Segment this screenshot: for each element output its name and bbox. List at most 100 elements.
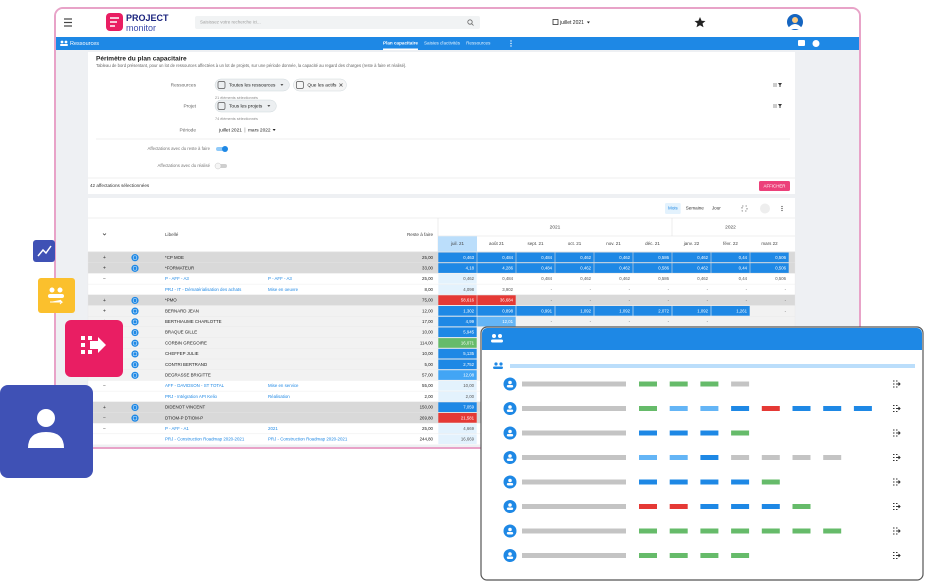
month-value: 1,092 [619, 308, 630, 313]
overlay-cell [761, 479, 780, 485]
month-value: - [668, 287, 670, 292]
dropdown-caret[interactable] [280, 84, 284, 86]
overlay-row-icon[interactable] [893, 552, 901, 559]
table-action[interactable] [781, 207, 783, 210]
month-cell [594, 263, 633, 273]
row-label: CONTRI BERTRAND [165, 362, 207, 367]
month-cell [438, 306, 477, 316]
overlay-row-icon[interactable] [893, 380, 901, 388]
row-toggle[interactable]: − [103, 426, 106, 432]
row-avatar [131, 414, 139, 422]
overlay-row-icon[interactable] [893, 429, 901, 437]
overlay-cell [792, 406, 811, 411]
dropdown-caret[interactable] [272, 129, 276, 131]
period-start[interactable]: juillet 2021 [218, 127, 242, 133]
table-action[interactable] [781, 209, 783, 212]
filter-icon[interactable] [778, 83, 782, 87]
nav-tab[interactable]: Saisies d'activités [424, 41, 461, 46]
toggle-label: Affectations avec du reste à faire [148, 146, 211, 151]
row-label[interactable]: AFF - DAVIDSON - ST TOTAL [165, 383, 225, 388]
overlay-row-icon[interactable] [893, 503, 901, 510]
month-value: - [551, 298, 553, 303]
month-cell [477, 316, 516, 327]
table-action[interactable] [760, 203, 770, 214]
month-value: 0,462 [580, 255, 591, 260]
overlay-avatar-body [506, 458, 514, 461]
fullscreen-icon[interactable] [741, 205, 748, 212]
row-label[interactable]: PRJ - Construction Roadmap 2020-2021 [165, 437, 245, 442]
period-selector[interactable]: juillet 2021 [559, 20, 584, 26]
overlay-row-icon[interactable] [893, 405, 901, 412]
dropdown-caret[interactable] [267, 105, 271, 107]
sort-icon[interactable] [773, 83, 777, 87]
nav-bar [56, 37, 859, 50]
dropdown-caret[interactable] [586, 21, 590, 24]
nav-tab[interactable]: Plan capacitaire [383, 41, 418, 46]
nav-tab[interactable]: Ressources [466, 41, 491, 46]
row-toggle[interactable]: − [103, 276, 106, 282]
month-cell [438, 434, 477, 445]
sort-icon[interactable] [773, 104, 777, 108]
view-label[interactable]: Mois [668, 206, 678, 211]
view-button[interactable] [665, 203, 681, 214]
month-cell [438, 370, 477, 380]
row-toggle[interactable]: + [103, 255, 106, 261]
toggle-knob[interactable] [222, 146, 228, 152]
row-label[interactable]: PRJ - IT - Dématérialisation des achats [165, 287, 242, 292]
row-avatar [131, 361, 139, 369]
row-label[interactable]: P - AFF - A1 [165, 426, 189, 431]
calendar-icon[interactable] [552, 19, 559, 25]
table-action[interactable] [781, 205, 783, 208]
filter-description: Tableau de bord présentant, pour un lot … [96, 63, 406, 68]
row-label[interactable]: PRJ - Intégration API Kelio [165, 394, 218, 399]
month-cell [477, 263, 516, 273]
menu-button[interactable] [64, 18, 72, 27]
period-end[interactable]: mars 2022 [248, 127, 271, 133]
filter-chip[interactable] [214, 78, 290, 92]
search-icon[interactable] [467, 19, 474, 26]
month-value: 4,99 [466, 319, 475, 324]
overlay-cell [761, 455, 780, 460]
overlay-row-icon[interactable] [893, 454, 901, 461]
filter-icon[interactable] [778, 104, 782, 108]
chip-remove[interactable] [339, 83, 343, 87]
overlay-cell [731, 430, 750, 436]
view-label[interactable]: Jour [712, 206, 721, 211]
help-icon[interactable] [812, 40, 820, 47]
view-label[interactable]: Semaine [686, 206, 705, 211]
row-toggle[interactable]: + [103, 298, 106, 304]
row-label[interactable]: P - AFF - A3 [165, 276, 189, 281]
month-value: 4,286 [502, 265, 513, 270]
chip-icon [217, 81, 226, 89]
chat-icon[interactable] [798, 40, 805, 46]
row-remaining: 2,00 [424, 394, 433, 399]
row-toggle[interactable]: + [103, 308, 106, 314]
overlay-avatar-head [508, 552, 512, 556]
overlay-cell [761, 528, 780, 534]
row-toggle[interactable]: − [103, 383, 106, 389]
month-value: - [785, 298, 787, 303]
row-toggle[interactable]: − [103, 415, 106, 421]
collapse-all[interactable] [102, 233, 107, 236]
month-value: 58,616 [461, 298, 475, 303]
row-label: *PMO [165, 298, 177, 303]
toggle-knob[interactable] [214, 162, 222, 170]
overlay-row-icon[interactable] [893, 478, 901, 486]
overlay-cell [761, 504, 780, 509]
show-button[interactable] [759, 181, 790, 191]
selection-count: 42 affectations sélectionnées [90, 183, 150, 188]
filter-chip[interactable] [293, 78, 347, 92]
overlay-row-icon[interactable] [893, 527, 901, 535]
month-value: 0,462 [697, 255, 708, 260]
filter-chip[interactable] [214, 99, 277, 113]
row-toggle[interactable]: + [103, 266, 106, 272]
search-field[interactable] [195, 16, 480, 29]
overlay-header-icon [491, 334, 503, 343]
show-button-label[interactable]: AFFICHER [764, 183, 786, 188]
overlay-avatar-body [506, 385, 514, 388]
nav-more-icon[interactable] [510, 40, 512, 47]
row-toggle[interactable]: + [103, 405, 106, 411]
nav-people-icon [60, 40, 68, 46]
favorite-star[interactable] [694, 17, 706, 28]
